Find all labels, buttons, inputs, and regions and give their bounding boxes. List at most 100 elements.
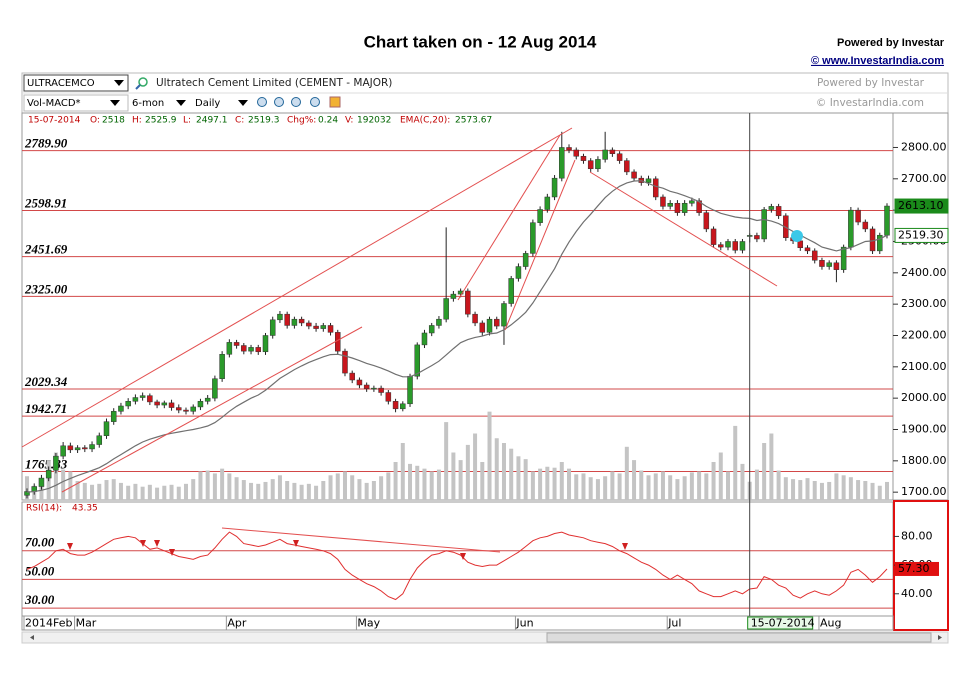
candle-body	[840, 246, 847, 270]
rsi-arrow	[169, 549, 175, 556]
dropdown-arrow[interactable]	[238, 100, 248, 106]
volume-bar	[386, 472, 391, 500]
company-name: Ultratech Cement Limited (CEMENT - MAJOR…	[156, 77, 392, 89]
candle-body	[233, 342, 240, 346]
dropdown-arrow[interactable]	[176, 100, 186, 106]
volume-bar	[205, 470, 210, 500]
scrollbar-thumb[interactable]	[546, 632, 932, 643]
zoom-fit-icon[interactable]	[291, 97, 301, 107]
volume-bar	[364, 482, 369, 500]
candle-body	[660, 196, 666, 207]
site-link[interactable]: © www.InvestarIndia.com	[811, 55, 944, 67]
dividend-marker[interactable]	[791, 230, 803, 242]
volume-bar	[473, 433, 478, 500]
trendline	[221, 527, 501, 553]
volume-bar	[480, 462, 485, 500]
trendline	[504, 159, 576, 331]
volume-bar	[697, 471, 702, 500]
rsi-line	[26, 531, 888, 601]
scroll-left[interactable]	[30, 635, 34, 640]
period[interactable]: 6-mon	[132, 98, 164, 109]
zoom-out-icon[interactable]	[274, 97, 284, 107]
rsi-marker-label: 57.30	[898, 562, 930, 575]
volume-bar	[653, 473, 658, 500]
volume-bar	[465, 444, 470, 500]
candle-body	[681, 202, 688, 213]
volume-bar	[68, 471, 73, 500]
rsi-panel	[21, 501, 894, 617]
candle-body	[530, 222, 536, 254]
volume-bar	[82, 482, 87, 500]
candle-body	[414, 344, 421, 377]
candle-body	[190, 406, 196, 412]
zoom-reset-icon[interactable]	[310, 97, 320, 107]
volume-bar	[624, 446, 629, 500]
volume-bar	[133, 483, 138, 500]
x-tick-label: May	[357, 617, 380, 630]
volume-bar	[285, 481, 290, 500]
candle-body	[197, 401, 204, 408]
volume-bar	[263, 481, 268, 500]
volume-bar	[169, 484, 174, 500]
symbol[interactable]: ULTRACEMCO	[27, 78, 95, 89]
candle-body	[168, 402, 175, 408]
rsi-level-label: 70.00	[25, 535, 55, 550]
volume-bar	[682, 476, 687, 500]
candle-body	[696, 200, 702, 213]
rsi-readout: 43.35	[72, 504, 98, 514]
indicator-box[interactable]	[23, 94, 129, 112]
volume-bar	[501, 443, 506, 500]
candle-body	[392, 401, 399, 410]
dropdown-arrow[interactable]	[114, 80, 124, 86]
level-label: 2451.69	[24, 242, 68, 257]
candle-body	[241, 345, 247, 352]
candle-body	[385, 392, 392, 402]
candle-body	[522, 253, 529, 267]
candle-body	[371, 387, 377, 390]
volume-bar	[212, 473, 217, 500]
volume-bar	[870, 482, 875, 500]
rsi-tick-label: 40.00	[901, 587, 933, 600]
volume-bar	[198, 471, 203, 500]
scroll-right[interactable]	[938, 635, 942, 640]
scrollbar[interactable]	[21, 631, 949, 644]
rsi-arrow	[622, 543, 628, 550]
volume-bar	[632, 460, 637, 500]
volume-bar	[516, 456, 521, 500]
volume-bar	[646, 475, 651, 500]
volume-bar	[241, 480, 246, 500]
search-icon[interactable]	[138, 77, 148, 87]
candle-body	[761, 209, 767, 240]
volume-bar	[292, 482, 297, 500]
candle-body	[862, 221, 869, 230]
volume-bar	[335, 473, 340, 500]
candle-body	[262, 335, 269, 353]
zoom-in-icon[interactable]	[257, 97, 267, 107]
settings-icon[interactable]	[329, 96, 341, 108]
y-tick-label: 2400.00	[901, 266, 947, 279]
volume-bar	[249, 482, 254, 500]
volume-bar	[588, 477, 593, 500]
candle-body	[139, 395, 146, 398]
info-key: V:	[345, 116, 353, 126]
volume-bar	[25, 476, 29, 500]
dropdown-arrow[interactable]	[110, 100, 120, 106]
candle-body	[327, 325, 334, 333]
candle-body	[349, 372, 355, 381]
indicator[interactable]: Vol-MACD*	[27, 98, 81, 109]
rsi-arrow	[67, 543, 73, 550]
interval[interactable]: Daily	[195, 98, 220, 109]
candle-body	[710, 228, 717, 245]
volume-bar	[111, 479, 116, 500]
volume-bar	[754, 469, 759, 500]
candle-body	[118, 405, 124, 412]
volume-bar	[140, 486, 145, 500]
candle-body	[53, 455, 59, 471]
candle-body	[342, 350, 348, 374]
volume-bar	[668, 475, 673, 500]
volume-bar	[118, 482, 123, 500]
symbol-box[interactable]	[23, 74, 129, 92]
candle-body	[674, 202, 681, 213]
candle-body	[226, 342, 233, 355]
candle-body	[739, 241, 746, 251]
